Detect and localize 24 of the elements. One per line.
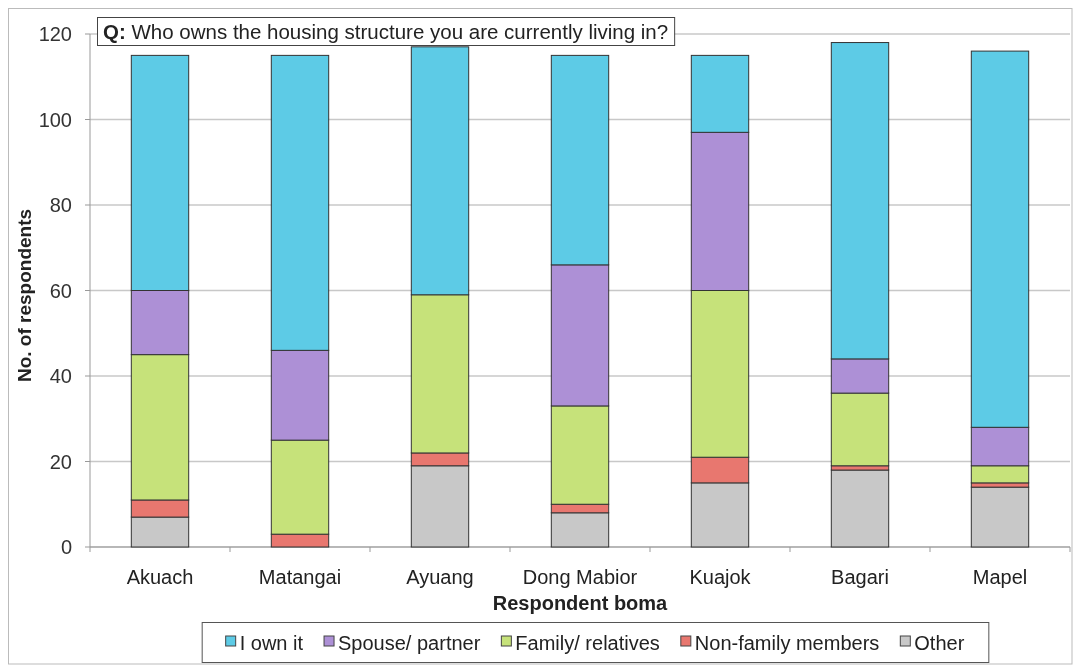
y-tick-label: 60 [49,279,72,302]
x-axis-title: Respondent boma [492,592,669,614]
x-tick-label: Mapel [972,566,1028,588]
legend-label: Non-family members [694,632,880,654]
y-axis-title: No. of respondents [14,208,35,383]
legend-label: I own it [239,632,304,654]
x-tick-label: Bagari [831,566,889,588]
x-tick-label: Dong Mabior [522,566,638,588]
bar [970,486,1030,548]
y-tick-label: 100 [38,108,72,131]
x-tick-label: Kuajok [689,566,752,588]
legend-label: Spouse/ partner [338,632,481,654]
x-tick-label: Ayuang [406,566,474,588]
chart-title: Q: Who owns the housing structure you are currently living in? [103,20,669,43]
y-tick-label: 20 [49,450,72,473]
x-tick-label: Matangai [258,566,342,588]
x-tick-label: Akuach [126,566,194,588]
legend-label: Other [914,632,965,654]
y-tick-label: 0 [60,536,72,558]
y-tick-label: 80 [49,194,72,216]
bar [830,469,890,548]
y-tick-label: 120 [38,23,72,45]
y-tick-label: 40 [49,365,72,387]
legend-label: Family/ relatives [515,632,660,654]
